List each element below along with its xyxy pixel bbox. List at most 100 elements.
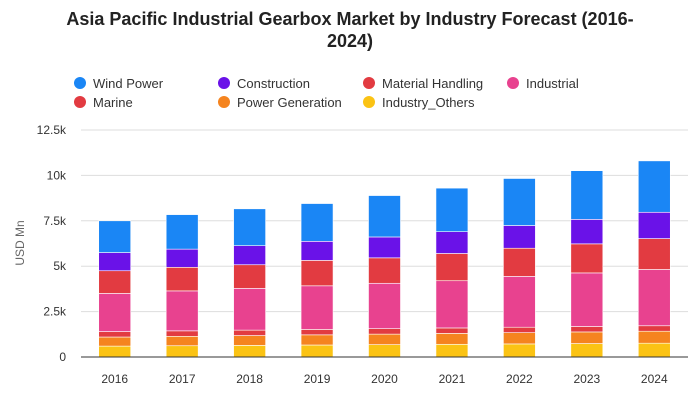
bar-2018-power-generation[interactable]	[233, 335, 266, 346]
bar-2017-marine[interactable]	[165, 330, 199, 337]
legend-label-construction: Construction	[237, 75, 310, 91]
x-tick-label-2021: 2021	[439, 372, 466, 386]
legend-item-industrial[interactable]: Industrial	[507, 74, 579, 92]
chart-title: Asia Pacific Industrial Gearbox Market b…	[0, 8, 700, 52]
bar-2016-power-generation[interactable]	[98, 336, 132, 347]
bar-2018-industry-others[interactable]	[233, 345, 266, 358]
bar-2021-marine[interactable]	[435, 327, 469, 334]
bar-2017-material-handling[interactable]	[165, 266, 199, 292]
bar-2024-wind-power[interactable]	[637, 160, 671, 213]
bar-2016-industrial[interactable]	[98, 293, 132, 332]
bar-2022-power-generation[interactable]	[503, 332, 536, 345]
bar-2019-power-generation[interactable]	[300, 334, 334, 346]
bar-2022-material-handling[interactable]	[503, 247, 536, 277]
x-tick-label-2024: 2024	[641, 372, 668, 386]
bar-2022-wind-power[interactable]	[503, 178, 536, 226]
bar-2022-industrial[interactable]	[503, 276, 536, 328]
chart-title-line-1: Asia Pacific Industrial Gearbox Market b…	[66, 9, 634, 29]
legend-item-material-handling[interactable]: Material Handling	[363, 74, 483, 92]
bar-2020-marine[interactable]	[368, 328, 401, 335]
legend-swatch-marine	[74, 96, 86, 108]
x-tick-label-2016: 2016	[101, 372, 128, 386]
bar-2019-industry-others[interactable]	[300, 344, 334, 358]
legend-swatch-industrial	[507, 77, 519, 89]
bar-2018-wind-power[interactable]	[233, 208, 266, 246]
bar-2018-construction[interactable]	[233, 245, 266, 266]
bar-2021-wind-power[interactable]	[435, 187, 469, 232]
bar-2017-construction[interactable]	[165, 248, 199, 268]
bar-2023-construction[interactable]	[570, 219, 604, 245]
legend-item-wind-power[interactable]: Wind Power	[74, 74, 163, 92]
bar-2024-construction[interactable]	[637, 211, 671, 239]
bar-2021-industrial[interactable]	[435, 280, 469, 329]
bar-2019-wind-power[interactable]	[300, 203, 334, 242]
legend-swatch-power-generation	[218, 96, 230, 108]
bar-2016-material-handling[interactable]	[98, 270, 132, 294]
bar-2021-power-generation[interactable]	[435, 333, 469, 345]
bar-2017-industrial[interactable]	[165, 290, 199, 332]
bar-2023-wind-power[interactable]	[570, 170, 604, 220]
legend-swatch-wind-power	[74, 77, 86, 89]
bars	[98, 160, 671, 358]
legend-swatch-construction	[218, 77, 230, 89]
x-tick-label-2023: 2023	[573, 372, 600, 386]
bar-2017-power-generation[interactable]	[165, 335, 199, 347]
bar-2016-marine[interactable]	[98, 331, 132, 338]
bar-2018-industrial[interactable]	[233, 288, 266, 331]
bar-2019-industrial[interactable]	[300, 285, 334, 330]
bar-2021-industry-others[interactable]	[435, 343, 469, 358]
legend-item-marine[interactable]: Marine	[74, 93, 133, 111]
legend-item-construction[interactable]: Construction	[218, 74, 310, 92]
y-tick-label-1: 2.5k	[43, 305, 67, 319]
y-tick-label-4: 10k	[47, 168, 67, 182]
legend-swatch-material-handling	[363, 77, 375, 89]
bar-2022-construction[interactable]	[503, 225, 536, 249]
bar-2020-construction[interactable]	[368, 236, 401, 259]
bar-2022-marine[interactable]	[503, 326, 536, 333]
chart-title-line-2: 2024)	[326, 31, 374, 51]
bar-2023-power-generation[interactable]	[570, 331, 604, 344]
legend-item-industry-others[interactable]: Industry_Others	[363, 93, 475, 111]
bar-2023-industry-others[interactable]	[570, 343, 604, 358]
chart-legend: Wind Power Construction Material Handlin…	[74, 74, 694, 114]
bar-2016-industry-others[interactable]	[98, 345, 132, 358]
x-tick-label-2019: 2019	[304, 372, 331, 386]
bar-2023-material-handling[interactable]	[570, 243, 604, 274]
bar-2024-industrial[interactable]	[637, 269, 671, 327]
bar-2024-marine[interactable]	[637, 325, 671, 332]
y-axis-ticks: 0 2.5k 5k 7.5k 10k 12.5k	[37, 123, 67, 364]
bar-2017-wind-power[interactable]	[165, 214, 199, 250]
bar-2022-industry-others[interactable]	[503, 343, 536, 358]
bar-2020-industrial[interactable]	[368, 282, 401, 329]
legend-swatch-industry-others	[363, 96, 375, 108]
bar-2016-wind-power[interactable]	[98, 220, 132, 253]
bar-2019-marine[interactable]	[300, 329, 334, 336]
legend-label-industry-others: Industry_Others	[382, 94, 475, 110]
y-tick-label-0: 0	[59, 350, 66, 364]
bar-2017-industry-others[interactable]	[165, 345, 199, 358]
bar-2020-material-handling[interactable]	[368, 257, 401, 284]
bar-2020-power-generation[interactable]	[368, 333, 401, 345]
bar-2016-construction[interactable]	[98, 252, 132, 272]
bar-2018-material-handling[interactable]	[233, 264, 266, 289]
bar-2021-construction[interactable]	[435, 231, 469, 254]
bar-2023-marine[interactable]	[570, 326, 604, 333]
legend-item-power-generation[interactable]: Power Generation	[218, 93, 342, 111]
bar-2021-material-handling[interactable]	[435, 253, 469, 282]
legend-label-material-handling: Material Handling	[382, 75, 484, 91]
legend-label-wind-power: Wind Power	[93, 75, 164, 91]
bar-2020-wind-power[interactable]	[368, 195, 401, 238]
bar-2023-industrial[interactable]	[570, 272, 604, 327]
x-tick-label-2017: 2017	[169, 372, 196, 386]
bar-2024-industry-others[interactable]	[637, 342, 671, 358]
y-tick-label-5: 12.5k	[37, 123, 67, 137]
bar-2024-power-generation[interactable]	[637, 330, 671, 344]
legend-label-industrial: Industrial	[526, 75, 579, 91]
bar-2019-material-handling[interactable]	[300, 260, 334, 287]
bar-2019-construction[interactable]	[300, 241, 334, 261]
bar-2018-marine[interactable]	[233, 329, 266, 336]
bar-2020-industry-others[interactable]	[368, 344, 401, 358]
x-tick-label-2020: 2020	[371, 372, 398, 386]
bar-2024-material-handling[interactable]	[637, 238, 671, 270]
